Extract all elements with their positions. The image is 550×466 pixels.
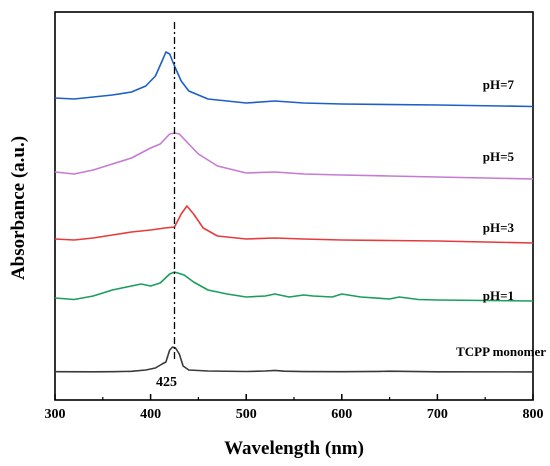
series-line-0 bbox=[54, 346, 534, 373]
x-tick-label-3: 600 bbox=[331, 407, 352, 422]
y-axis-title: Absorbance (a.u.) bbox=[8, 136, 29, 280]
series-label-2: pH=3 bbox=[483, 220, 515, 235]
x-tick-label-4: 700 bbox=[427, 407, 448, 422]
series-label-3: pH=5 bbox=[483, 149, 515, 164]
x-axis-title: Wavelength (nm) bbox=[224, 438, 364, 459]
series-layer: TCPP monomer pH=1 pH=3 pH=5 pH=7 bbox=[54, 51, 546, 373]
series-line-2 bbox=[54, 205, 534, 244]
plot-frame bbox=[54, 11, 534, 401]
axis-layer: 300 400 500 600 700 800 bbox=[45, 394, 544, 422]
series-label-0: TCPP monomer bbox=[456, 344, 546, 359]
series-line-1 bbox=[54, 271, 534, 302]
x-tick-label-0: 300 bbox=[45, 407, 66, 422]
x-tick-label-2: 500 bbox=[236, 407, 257, 422]
x-tick-label-1: 400 bbox=[140, 407, 161, 422]
annotation-layer: 425 bbox=[156, 22, 177, 390]
series-line-3 bbox=[54, 132, 534, 180]
series-line-4 bbox=[54, 51, 534, 108]
marker-label-0: 425 bbox=[156, 375, 177, 390]
series-label-4: pH=7 bbox=[483, 77, 515, 92]
series-label-1: pH=1 bbox=[483, 288, 514, 303]
plot-area bbox=[54, 11, 534, 401]
x-tick-label-5: 800 bbox=[523, 407, 544, 422]
